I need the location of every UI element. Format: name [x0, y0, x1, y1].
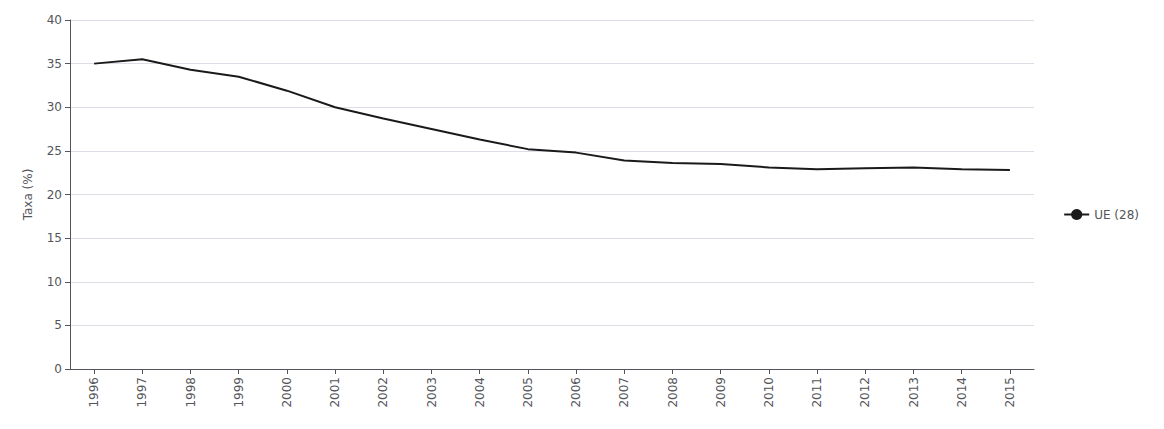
svg-text:UE (28): UE (28) [1094, 208, 1139, 222]
svg-text:2009: 2009 [714, 377, 728, 408]
svg-text:2012: 2012 [858, 377, 872, 408]
svg-text:40: 40 [47, 13, 62, 27]
svg-text:2008: 2008 [666, 377, 680, 408]
svg-text:1997: 1997 [135, 377, 149, 408]
svg-text:2005: 2005 [521, 377, 535, 408]
svg-text:1998: 1998 [184, 377, 198, 408]
svg-text:2004: 2004 [473, 377, 487, 408]
svg-text:25: 25 [47, 144, 62, 158]
svg-text:0: 0 [54, 362, 62, 376]
svg-text:2010: 2010 [762, 377, 776, 408]
svg-text:2003: 2003 [425, 377, 439, 408]
svg-text:2007: 2007 [617, 377, 631, 408]
svg-text:10: 10 [47, 275, 62, 289]
svg-text:20: 20 [47, 188, 62, 202]
svg-text:2001: 2001 [328, 377, 342, 408]
svg-text:2002: 2002 [376, 377, 390, 408]
svg-text:5: 5 [54, 318, 62, 332]
svg-text:2013: 2013 [907, 377, 921, 408]
svg-text:30: 30 [47, 100, 62, 114]
svg-text:Taxa (%): Taxa (%) [21, 169, 35, 222]
svg-text:1996: 1996 [87, 377, 101, 408]
svg-text:2006: 2006 [569, 377, 583, 408]
svg-text:15: 15 [47, 231, 62, 245]
svg-text:2000: 2000 [280, 377, 294, 408]
svg-text:1999: 1999 [232, 377, 246, 408]
svg-text:35: 35 [47, 57, 62, 71]
svg-text:2011: 2011 [810, 377, 824, 408]
svg-text:2015: 2015 [1003, 377, 1017, 408]
svg-text:2014: 2014 [955, 377, 969, 408]
